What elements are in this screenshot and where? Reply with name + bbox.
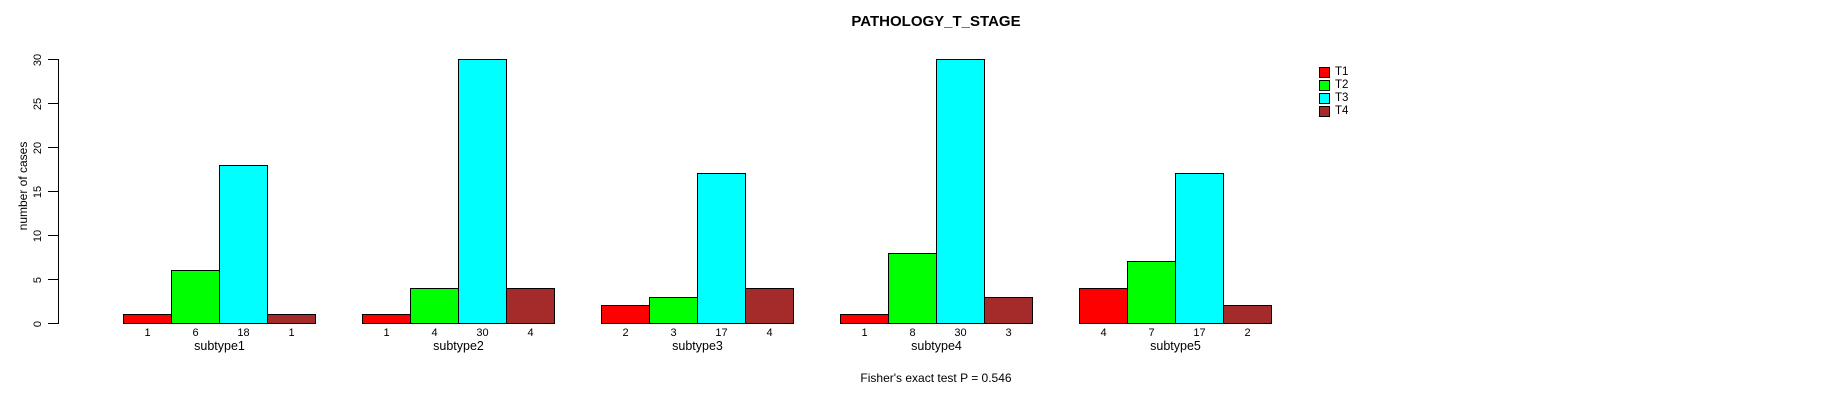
category-label-subtype4: subtype4 <box>911 339 962 353</box>
bar-value-label: 30 <box>954 327 967 339</box>
bar-T1-subtype1 <box>123 314 172 324</box>
y-tick-label: 5 <box>32 276 44 283</box>
legend-label-T3: T3 <box>1335 92 1349 104</box>
y-tick <box>48 103 58 104</box>
bar-value-label: 1 <box>288 327 295 339</box>
bar-T4-subtype3 <box>745 288 794 324</box>
bar-value-label: 4 <box>527 327 534 339</box>
y-axis-label: number of cases <box>16 141 30 231</box>
bar-value-label: 2 <box>1244 327 1251 339</box>
bar-value-label: 17 <box>715 327 728 339</box>
legend-label-T1: T1 <box>1335 66 1349 78</box>
bar-T1-subtype5 <box>1079 288 1128 324</box>
y-tick <box>48 147 58 148</box>
bar-value-label: 18 <box>237 327 250 339</box>
y-tick <box>48 279 58 280</box>
bar-value-label: 4 <box>1100 327 1107 339</box>
y-tick-label: 20 <box>32 141 44 154</box>
bar-T4-subtype2 <box>506 288 555 324</box>
bar-value-label: 4 <box>431 327 438 339</box>
bar-T3-subtype1 <box>219 165 268 324</box>
y-tick-label: 25 <box>32 97 44 110</box>
category-label-subtype5: subtype5 <box>1150 339 1201 353</box>
legend-swatch-T4 <box>1319 106 1330 117</box>
bar-value-label: 30 <box>476 327 489 339</box>
legend-label-T2: T2 <box>1335 79 1349 91</box>
bar-T1-subtype4 <box>840 314 889 324</box>
bar-value-label: 1 <box>861 327 868 339</box>
bar-value-label: 8 <box>909 327 916 339</box>
y-tick <box>48 323 58 324</box>
y-tick <box>48 191 58 192</box>
bar-T3-subtype3 <box>697 173 746 324</box>
legend-label-T4: T4 <box>1335 105 1349 117</box>
bar-T4-subtype1 <box>267 314 316 324</box>
y-tick-label: 0 <box>32 320 44 327</box>
bar-value-label: 7 <box>1148 327 1155 339</box>
bar-T3-subtype5 <box>1175 173 1224 324</box>
bar-value-label: 1 <box>383 327 390 339</box>
bar-T1-subtype3 <box>601 305 650 324</box>
y-tick-label: 30 <box>32 53 44 66</box>
category-label-subtype1: subtype1 <box>194 339 245 353</box>
bar-value-label: 4 <box>766 327 773 339</box>
y-tick-label: 15 <box>32 185 44 198</box>
legend-swatch-T2 <box>1319 80 1330 91</box>
bar-value-label: 2 <box>622 327 629 339</box>
bar-T1-subtype2 <box>362 314 411 324</box>
category-label-subtype2: subtype2 <box>433 339 484 353</box>
bar-value-label: 3 <box>670 327 677 339</box>
bar-T2-subtype2 <box>410 288 459 324</box>
bar-T4-subtype5 <box>1223 305 1272 324</box>
chart-title: PATHOLOGY_T_STAGE <box>851 13 1021 30</box>
bar-T2-subtype5 <box>1127 261 1176 324</box>
bar-value-label: 3 <box>1005 327 1012 339</box>
bar-T4-subtype4 <box>984 297 1033 324</box>
bar-T3-subtype4 <box>936 59 985 324</box>
bar-value-label: 1 <box>144 327 151 339</box>
bar-value-label: 6 <box>192 327 199 339</box>
bar-T3-subtype2 <box>458 59 507 324</box>
fisher-test-annotation: Fisher's exact test P = 0.546 <box>860 371 1012 385</box>
legend-swatch-T1 <box>1319 67 1330 78</box>
bar-T2-subtype4 <box>888 253 937 324</box>
category-label-subtype3: subtype3 <box>672 339 723 353</box>
y-axis-line <box>58 59 59 324</box>
y-tick <box>48 235 58 236</box>
legend-swatch-T3 <box>1319 93 1330 104</box>
y-tick-label: 10 <box>32 229 44 242</box>
y-tick <box>48 59 58 60</box>
bar-T2-subtype3 <box>649 297 698 324</box>
bar-T2-subtype1 <box>171 270 220 324</box>
bar-value-label: 17 <box>1193 327 1206 339</box>
